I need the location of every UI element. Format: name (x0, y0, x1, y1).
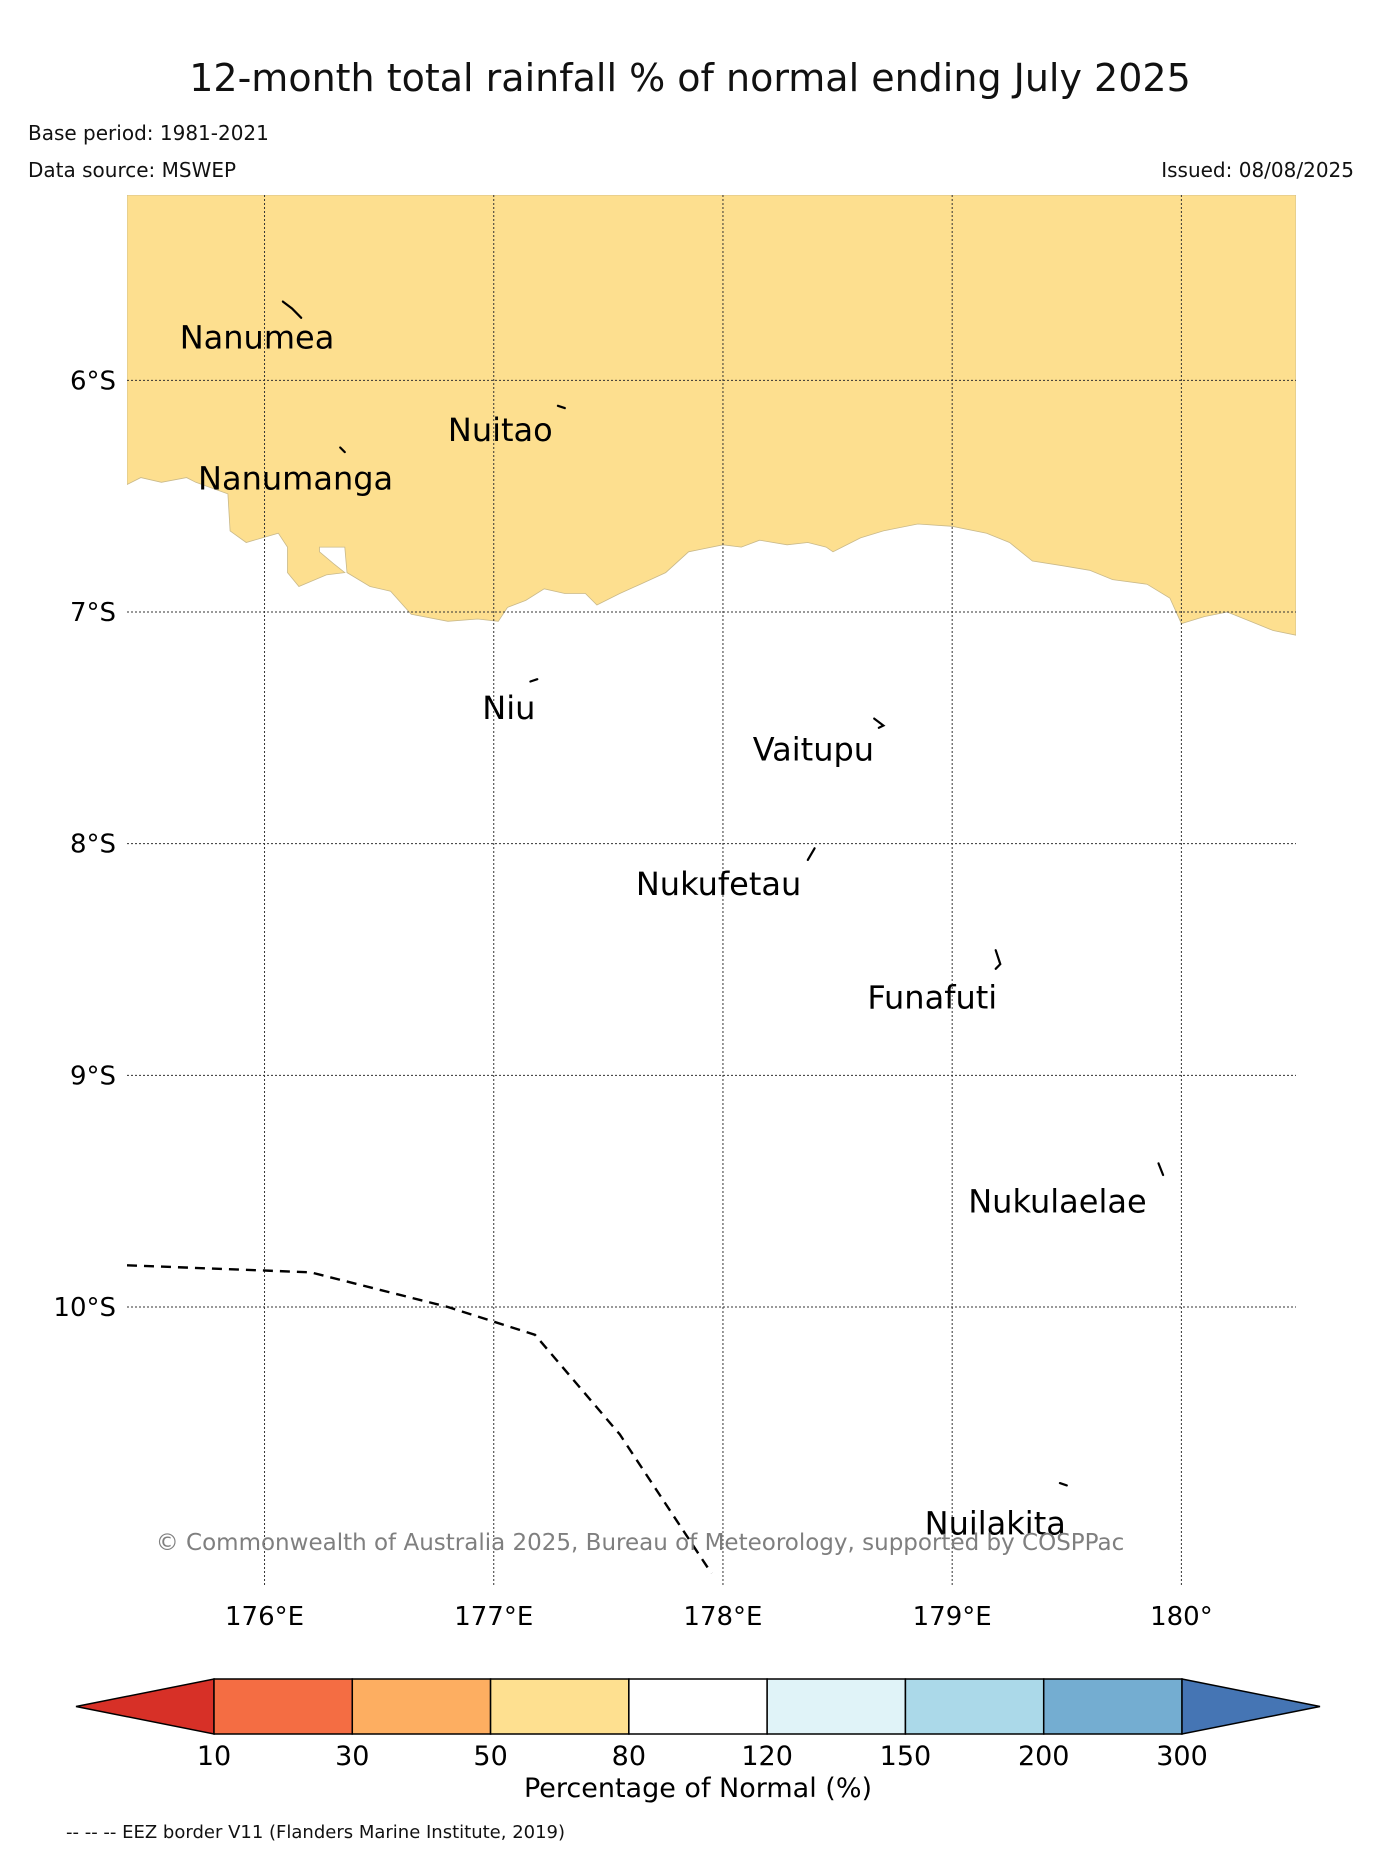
colorbar-tick-label: 80 (612, 1741, 646, 1772)
lat-tick-label: 9°S (70, 1061, 116, 1091)
colorbar-extend-high (1181, 1678, 1321, 1735)
colorbar-segment (628, 1678, 768, 1735)
island-label: Nukulaelae (968, 1182, 1146, 1220)
island-outline (529, 678, 539, 683)
issued-date-label: Issued: 08/08/2025 (1161, 158, 1354, 182)
island-label: Nanumea (180, 318, 335, 356)
lat-tick-label: 10°S (53, 1293, 116, 1323)
colorbar-segment (1042, 1678, 1183, 1735)
island-outline (556, 404, 566, 410)
map-plot-area: Nanumea Nuitao Nanumanga Niu Vaitupu Nukufeta… (127, 195, 1296, 1585)
colorbar-tick-label: 150 (880, 1741, 932, 1772)
island-label: Vaitupu (753, 731, 874, 769)
lon-tick-label: 176°E (225, 1602, 304, 1632)
lon-tick-label: 179°E (913, 1602, 992, 1632)
copyright-notice: © Commonwealth of Australia 2025, Bureau… (156, 1530, 1125, 1556)
colorbar-segment (489, 1678, 630, 1735)
chart-title: 12-month total rainfall % of normal endi… (189, 56, 1191, 100)
lat-tick-label: 6°S (70, 366, 116, 396)
base-period-label: Base period: 1981-2021 (28, 121, 269, 145)
island-label: Niu (482, 689, 535, 727)
colorbar-segment (904, 1678, 1045, 1735)
colorbar-extend-low (75, 1678, 215, 1735)
island-outline (873, 717, 886, 729)
colorbar-title: Percentage of Normal (%) (524, 1773, 872, 1804)
lon-tick-label: 180° (1150, 1602, 1213, 1632)
island-label: Funafuti (867, 979, 997, 1017)
island-label: Nuitao (448, 411, 553, 449)
lat-tick-label: 7°S (70, 598, 116, 628)
island-outline (281, 300, 303, 319)
colorbar-segment (351, 1678, 492, 1735)
lat-tick-label: 8°S (70, 830, 116, 860)
lon-tick-label: 178°E (683, 1602, 762, 1632)
data-source-label: Data source: MSWEP (28, 158, 237, 182)
island-outline (806, 847, 816, 862)
colorbar-tick-label: 300 (1156, 1741, 1208, 1772)
colorbar-segment (766, 1678, 907, 1735)
lon-tick-label: 177°E (454, 1602, 533, 1632)
island-outline (994, 949, 1002, 970)
colorbar-tick-label: 200 (1018, 1741, 1070, 1772)
colorbar-tick-label: 30 (335, 1741, 369, 1772)
island-label: Nanumanga (198, 460, 393, 498)
island-outline (1058, 1481, 1068, 1487)
island-label: Nukufetau (636, 865, 801, 903)
island-label: Nuilakita (925, 1504, 1066, 1542)
colorbar-tick-label: 50 (473, 1741, 507, 1772)
island-outline (1157, 1162, 1165, 1177)
colorbar-segment (213, 1678, 354, 1735)
rainfall-region-50-80 (127, 195, 1296, 636)
eez-footnote: -- -- -- EEZ border V11 (Flanders Marine… (66, 1822, 566, 1843)
colorbar-tick-label: 10 (197, 1741, 231, 1772)
colorbar-tick-label: 120 (741, 1741, 793, 1772)
island-outline (339, 446, 346, 454)
